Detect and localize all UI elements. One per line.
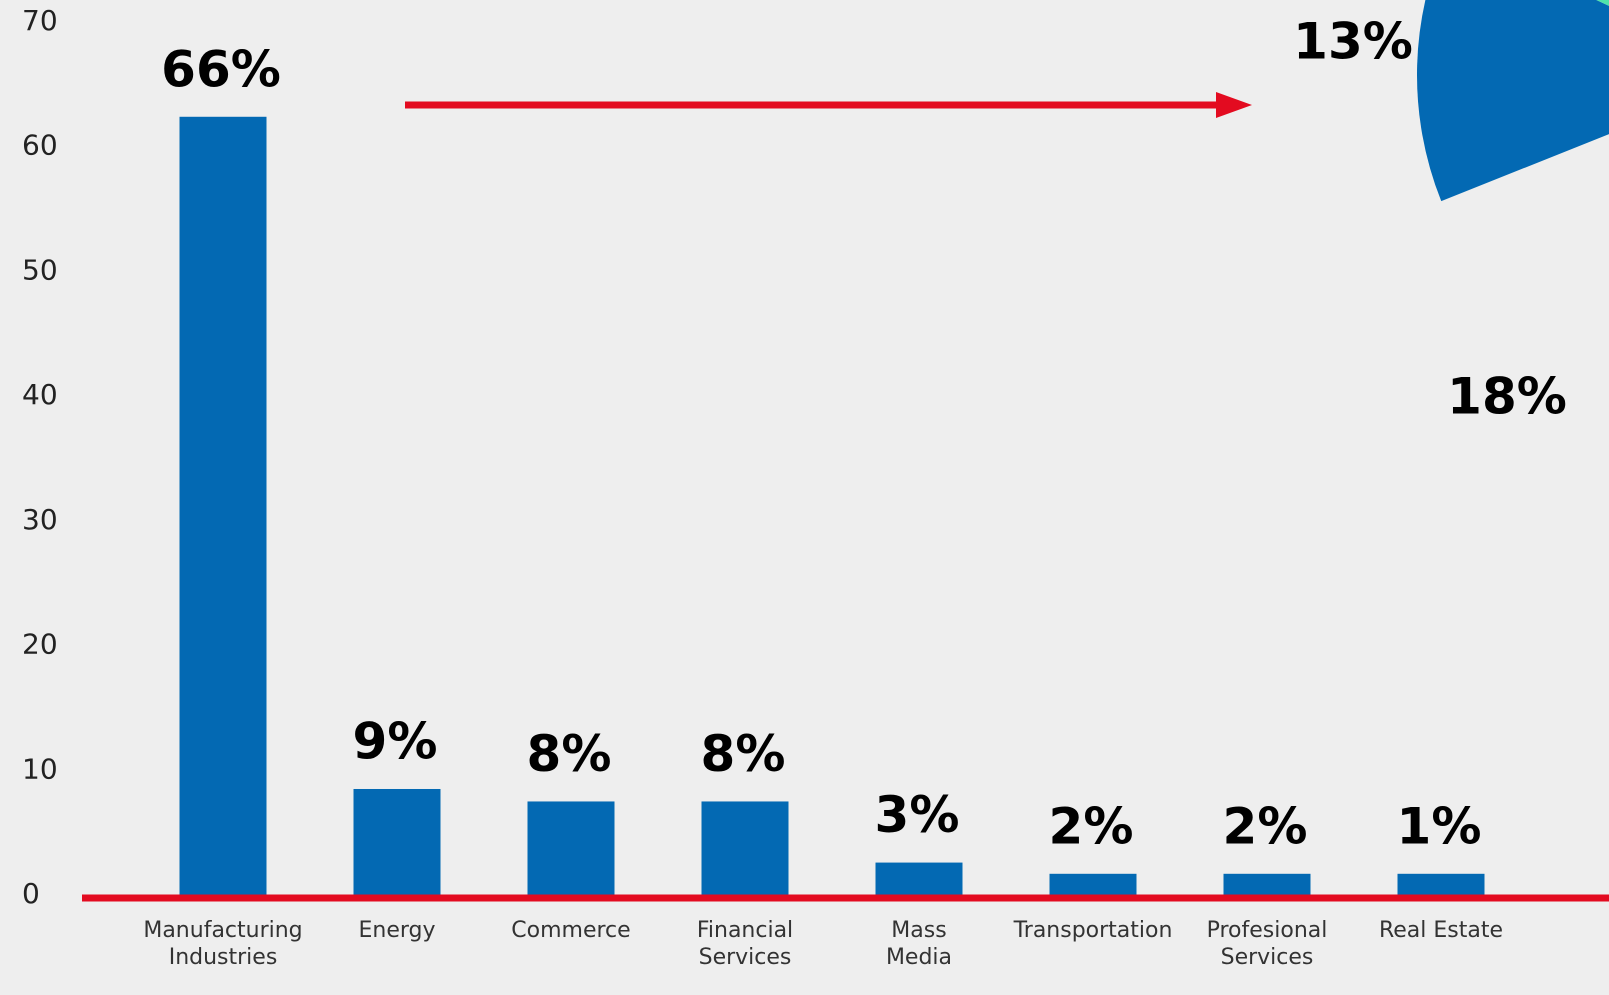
bar-label: 9% [353, 712, 438, 770]
bar [1223, 873, 1311, 895]
bar [1397, 873, 1485, 895]
x-tick-label: Mass Media [886, 918, 952, 970]
x-tick-label: Financial Services [697, 918, 793, 970]
y-tick-label: 70 [22, 4, 58, 37]
y-tick-label: 50 [22, 253, 58, 286]
x-tick-label: Manufacturing Industries [143, 918, 302, 970]
slice-label: 18% [1447, 368, 1567, 426]
bar [527, 801, 615, 895]
bar-label: 8% [701, 725, 786, 783]
pie-chart: 13% 18% [1293, 0, 1609, 426]
y-tick-label: 20 [22, 628, 58, 661]
x-tick-label: Energy [358, 918, 435, 943]
y-tick-label: 40 [22, 378, 58, 411]
y-tick-label: 30 [22, 503, 58, 536]
bar [875, 862, 963, 895]
bar-label: 2% [1049, 797, 1134, 855]
x-tick-label: Profesional Services [1207, 918, 1328, 970]
bar-label: 66% [161, 40, 281, 98]
bar [353, 788, 441, 895]
pie-slice [1417, 0, 1609, 202]
pie-slice [1596, 0, 1609, 6]
x-tick-label: Commerce [511, 918, 630, 943]
arrow-head [1216, 92, 1252, 118]
bar-chart: 0 10 20 30 40 50 60 70 66% Manufacturing Industrie… [22, 4, 1503, 970]
slice-label: 13% [1293, 13, 1413, 71]
y-tick-label: 10 [22, 752, 58, 785]
y-tick-label: 60 [22, 129, 58, 162]
bar [701, 801, 789, 895]
bar-label: 1% [1397, 797, 1482, 855]
bar [1049, 873, 1137, 895]
bar-label: 8% [527, 725, 612, 783]
bar [179, 116, 267, 896]
y-tick-label: 0 [22, 877, 40, 910]
bar-label: 2% [1223, 797, 1308, 855]
bar-label: 3% [875, 786, 960, 844]
x-tick-label: Transportation [1013, 918, 1173, 943]
x-tick-label: Real Estate [1379, 918, 1503, 943]
